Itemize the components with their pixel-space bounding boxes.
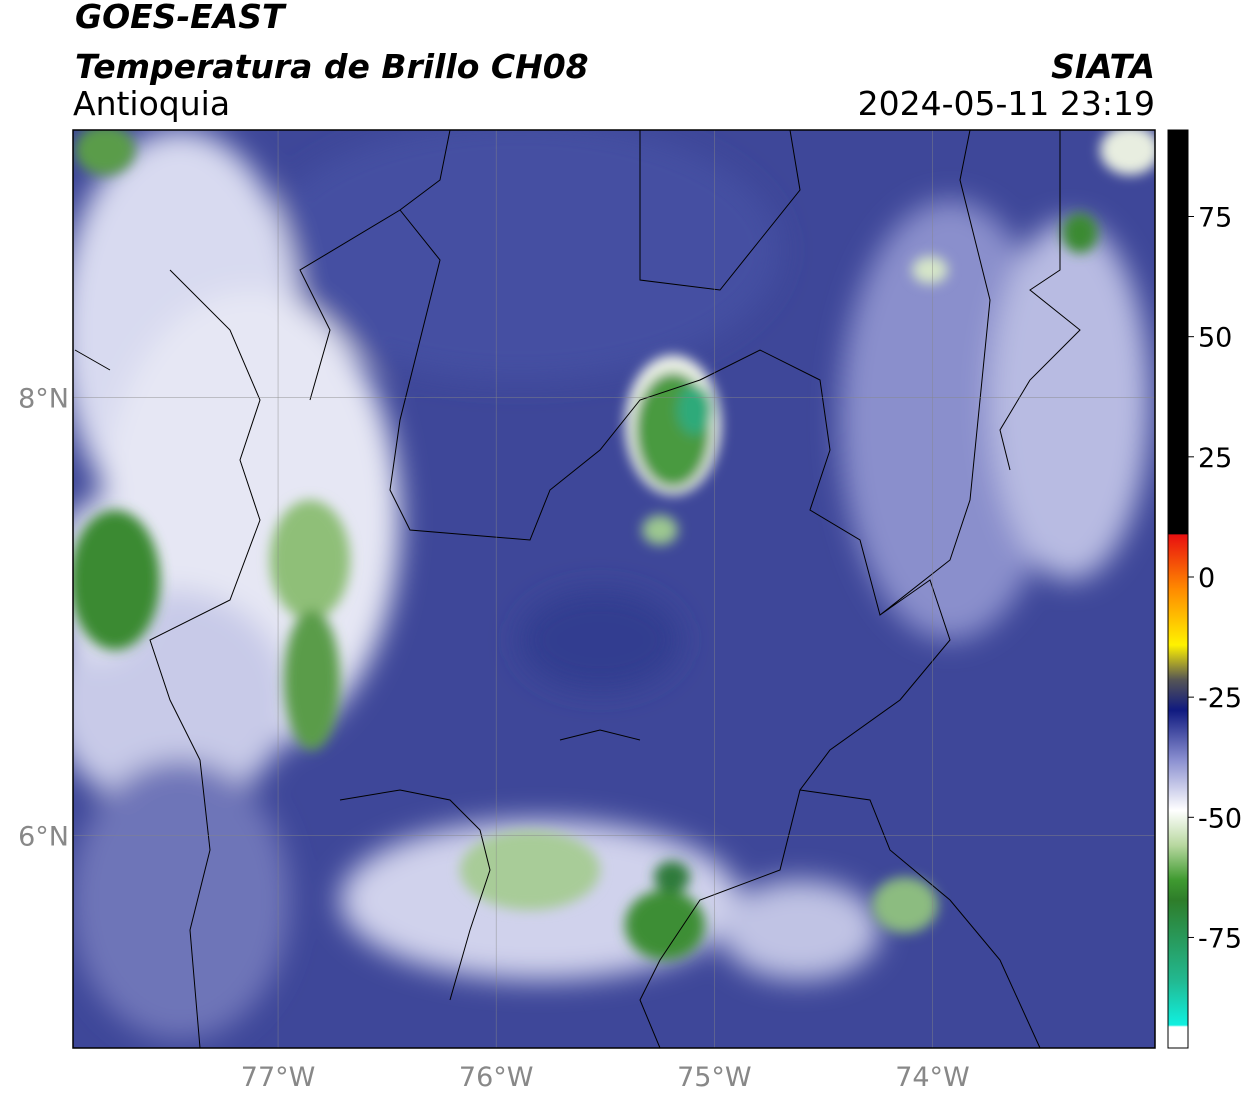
colorbar-tick-label: 75 — [1198, 203, 1232, 234]
map-frame — [72, 129, 1156, 1049]
title: GOES-EAST — [75, 0, 287, 36]
graticule — [73, 130, 1155, 1048]
subtitle: Temperatura de Brillo CH08 — [75, 47, 589, 86]
y-tick-label: 8°N — [18, 383, 69, 414]
y-tick-label: 6°N — [18, 821, 69, 852]
colorbar — [1167, 129, 1189, 1049]
x-tick-label: 76°W — [459, 1062, 534, 1093]
colorbar-tick-label: 50 — [1198, 323, 1232, 354]
colorbar-tick-label: 25 — [1198, 443, 1232, 474]
x-tick-label: 75°W — [677, 1062, 752, 1093]
x-tick-label: 77°W — [241, 1062, 316, 1093]
datetime: 2024-05-11 23:19 — [858, 84, 1155, 123]
colorbar-tick-label: -50 — [1198, 803, 1242, 834]
x-tick-label: 74°W — [895, 1062, 970, 1093]
colorbar-tick-label: -75 — [1198, 923, 1242, 954]
colorbar-tick-label: 0 — [1198, 563, 1215, 594]
borders — [74, 130, 1081, 1048]
source: SIATA — [1051, 47, 1155, 86]
region: Antioquia — [73, 84, 230, 123]
colorbar-tick-label: -25 — [1198, 683, 1242, 714]
satellite-image — [73, 130, 1155, 1048]
